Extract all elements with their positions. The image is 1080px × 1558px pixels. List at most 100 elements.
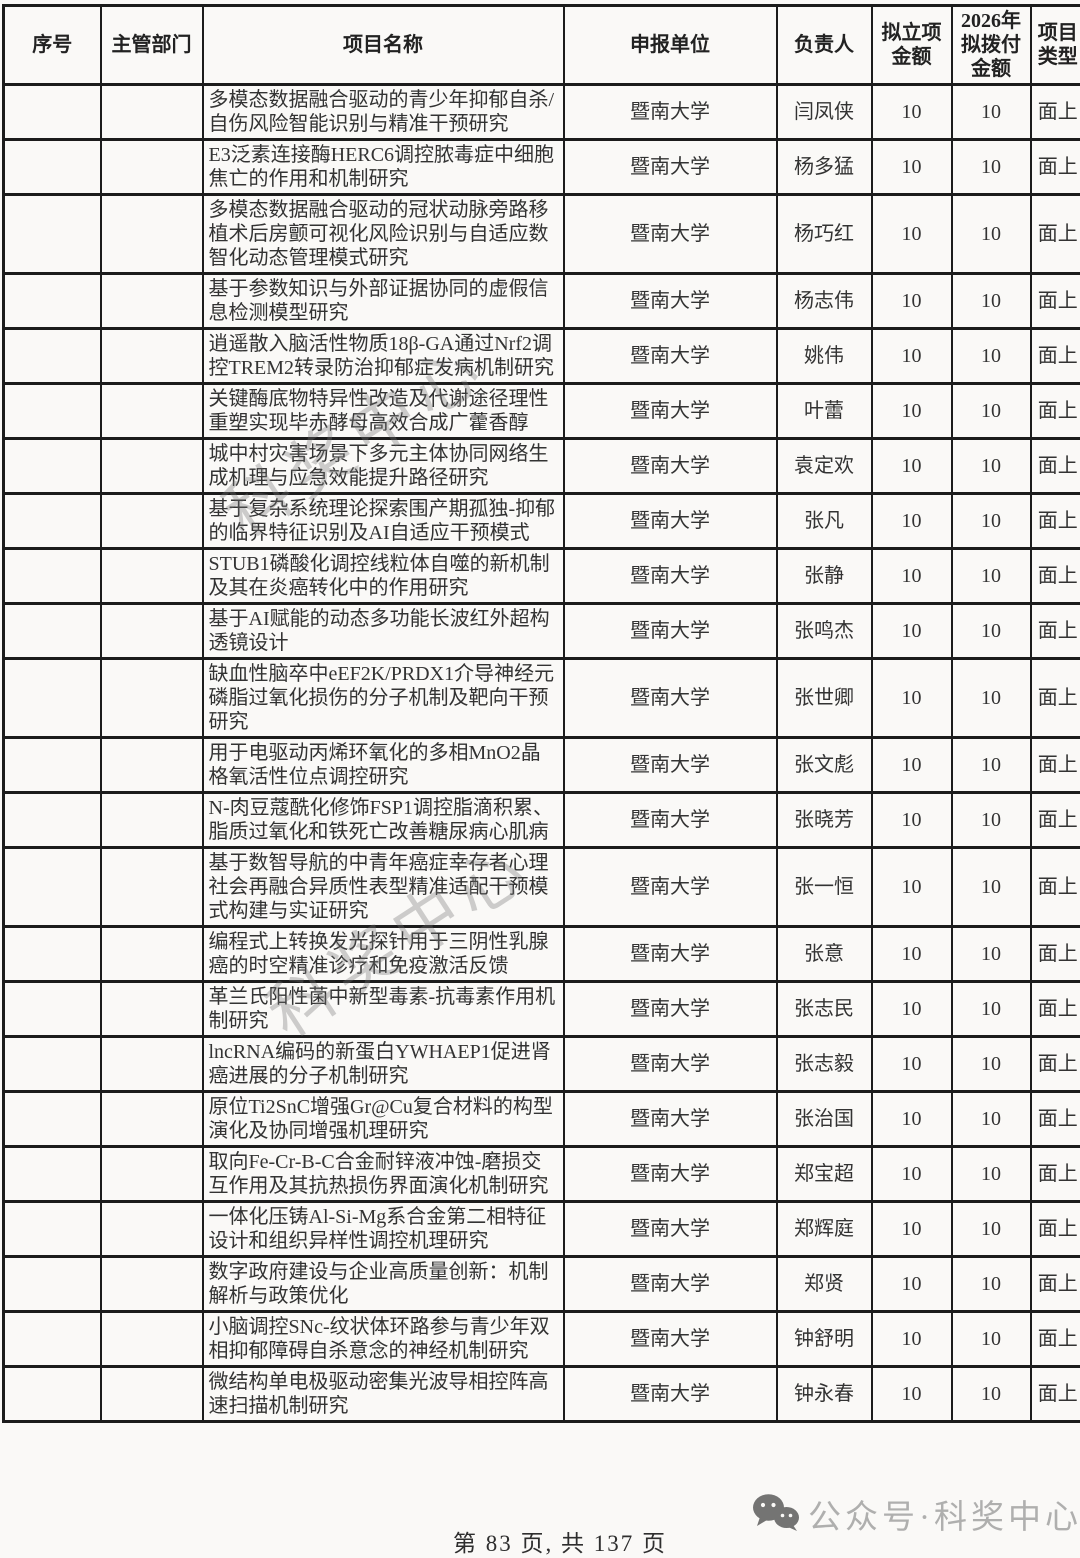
cell-project-name: 关键酶底物特异性改造及代谢途径理性重塑实现毕赤酵母高效合成广藿香醇 [201, 382, 565, 440]
cell-allocation-2026: 10 [950, 83, 1032, 141]
cell-dept [99, 1200, 204, 1258]
cell-org: 暨南大学 [562, 925, 778, 983]
cell-type: 面上 [1029, 1145, 1080, 1203]
table-row: 基于数智导航的中青年癌症幸存者心理社会再融合异质性表型精准适配干预模式构建与实证… [2, 846, 1080, 928]
cell-amount: 10 [870, 791, 953, 849]
cell-amount: 10 [870, 736, 953, 794]
cell-allocation-2026: 10 [950, 1145, 1032, 1203]
table-row: 数字政府建设与企业高质量创新：机制解析与政策优化 暨南大学 郑贤 10 10 面上 [2, 1255, 1080, 1313]
table-row: N-肉豆蔻酰化修饰FSP1调控脂滴积累、脂质过氧化和铁死亡改善糖尿病心肌病 暨南大… [2, 791, 1080, 849]
cell-leader: 张晓芳 [775, 791, 873, 849]
table-row: 原位Ti2SnC增强Gr@Cu复合材料的构型演化及协同增强机理研究 暨南大学 张治国… [2, 1090, 1080, 1148]
cell-leader: 张静 [775, 547, 873, 605]
cell-org: 暨南大学 [562, 1365, 778, 1423]
table-row: lncRNA编码的新蛋白YWHAEP1促进肾癌进展的分子机制研究 暨南大学 张志毅 1… [2, 1035, 1080, 1093]
cell-org: 暨南大学 [562, 193, 778, 275]
cell-amount: 10 [870, 437, 953, 495]
projects-table: 序号 主管部门 项目名称 申报单位 负责人 拟立项金额 2026年拟拨付金额 项… [2, 4, 1080, 1423]
cell-dept [99, 1145, 204, 1203]
cell-leader: 张志民 [775, 980, 873, 1038]
cell-amount: 10 [870, 1310, 953, 1368]
table-row: 一体化压铸Al-Si-Mg系合金第二相特征设计和组织异样性调控机理研究 暨南大学郑… [2, 1200, 1080, 1258]
cell-project-name: 微结构单电极驱动密集光波导相控阵高速扫描机制研究 [201, 1365, 565, 1423]
cell-dept [99, 547, 204, 605]
cell-dept [99, 657, 204, 739]
cell-type: 面上 [1029, 1255, 1080, 1313]
cell-allocation-2026: 10 [950, 1365, 1032, 1423]
table-row: 城中村灾害场景下多元主体协同网络生成机理与应急效能提升路径研究 暨南大学 袁定欢 10… [2, 437, 1080, 495]
cell-project-name: 城中村灾害场景下多元主体协同网络生成机理与应急效能提升路径研究 [201, 437, 565, 495]
cell-amount: 10 [870, 1145, 953, 1203]
cell-org: 暨南大学 [562, 1145, 778, 1203]
table-row: 多模态数据融合驱动的冠状动脉旁路移植术后房颤可视化风险识别与自适应数智化动态管理… [2, 193, 1080, 275]
cell-allocation-2026: 10 [950, 1310, 1032, 1368]
cell-type: 面上 [1029, 1090, 1080, 1148]
cell-dept [99, 437, 204, 495]
cell-seq [2, 1090, 102, 1148]
cell-dept [99, 193, 204, 275]
cell-amount: 10 [870, 1035, 953, 1093]
cell-org: 暨南大学 [562, 1310, 778, 1368]
cell-allocation-2026: 10 [950, 272, 1032, 330]
cell-allocation-2026: 10 [950, 1255, 1032, 1313]
cell-amount: 10 [870, 193, 953, 275]
cell-project-name: 逍遥散入脑活性物质18β-GA通过Nrf2调控TREM2转录防治抑郁症发病机制研… [201, 327, 565, 385]
cell-leader: 张一恒 [775, 846, 873, 928]
cell-org: 暨南大学 [562, 791, 778, 849]
cell-org: 暨南大学 [562, 272, 778, 330]
cell-amount: 10 [870, 1200, 953, 1258]
cell-allocation-2026: 10 [950, 382, 1032, 440]
cell-seq [2, 547, 102, 605]
header-allocation-2026: 2026年拟拨付金额 [950, 4, 1032, 86]
cell-project-name: 数字政府建设与企业高质量创新：机制解析与政策优化 [201, 1255, 565, 1313]
table-row: 多模态数据融合驱动的青少年抑郁自杀/自伤风险智能识别与精准干预研究 暨南大学 闫凤侠… [2, 83, 1080, 141]
cell-seq [2, 382, 102, 440]
table-row: 用于电驱动丙烯环氧化的多相MnO2晶格氧活性位点调控研究 暨南大学 张文彪 10 10 面… [2, 736, 1080, 794]
cell-amount: 10 [870, 1365, 953, 1423]
table-row: 小脑调控SNc-纹状体环路参与青少年双相抑郁障碍自杀意念的神经机制研究 暨南大学钟… [2, 1310, 1080, 1368]
cell-allocation-2026: 10 [950, 193, 1032, 275]
cell-dept [99, 1035, 204, 1093]
cell-type: 面上 [1029, 602, 1080, 660]
cell-seq [2, 492, 102, 550]
cell-dept [99, 736, 204, 794]
cell-leader: 张凡 [775, 492, 873, 550]
cell-type: 面上 [1029, 925, 1080, 983]
cell-seq [2, 1255, 102, 1313]
cell-org: 暨南大学 [562, 492, 778, 550]
table-row: 编程式上转换发光探针用于三阴性乳腺癌的时空精准诊疗和免疫激活反馈 暨南大学 张意 10… [2, 925, 1080, 983]
cell-type: 面上 [1029, 1200, 1080, 1258]
cell-leader: 郑宝超 [775, 1145, 873, 1203]
cell-dept [99, 791, 204, 849]
cell-dept [99, 1255, 204, 1313]
cell-seq [2, 1310, 102, 1368]
cell-seq [2, 327, 102, 385]
cell-org: 暨南大学 [562, 547, 778, 605]
cell-project-name: 基于复杂系统理论探索围产期孤独-抑郁的临界特征识别及AI自适应干预模式 [201, 492, 565, 550]
cell-org: 暨南大学 [562, 1200, 778, 1258]
cell-type: 面上 [1029, 327, 1080, 385]
cell-amount: 10 [870, 492, 953, 550]
table-row: 基于AI赋能的动态多功能长波红外超构透镜设计 暨南大学 张鸣杰 10 10 面上 [2, 602, 1080, 660]
cell-org: 暨南大学 [562, 1035, 778, 1093]
cell-type: 面上 [1029, 382, 1080, 440]
cell-allocation-2026: 10 [950, 736, 1032, 794]
cell-leader: 杨多猛 [775, 138, 873, 196]
cell-org: 暨南大学 [562, 736, 778, 794]
cell-type: 面上 [1029, 272, 1080, 330]
cell-allocation-2026: 10 [950, 138, 1032, 196]
cell-type: 面上 [1029, 547, 1080, 605]
cell-leader: 姚伟 [775, 327, 873, 385]
cell-dept [99, 1310, 204, 1368]
cell-seq [2, 980, 102, 1038]
cell-leader: 袁定欢 [775, 437, 873, 495]
cell-dept [99, 492, 204, 550]
cell-org: 暨南大学 [562, 980, 778, 1038]
cell-seq [2, 272, 102, 330]
cell-allocation-2026: 10 [950, 492, 1032, 550]
cell-org: 暨南大学 [562, 437, 778, 495]
cell-project-name: 一体化压铸Al-Si-Mg系合金第二相特征设计和组织异样性调控机理研究 [201, 1200, 565, 1258]
cell-allocation-2026: 10 [950, 1090, 1032, 1148]
cell-seq [2, 1035, 102, 1093]
